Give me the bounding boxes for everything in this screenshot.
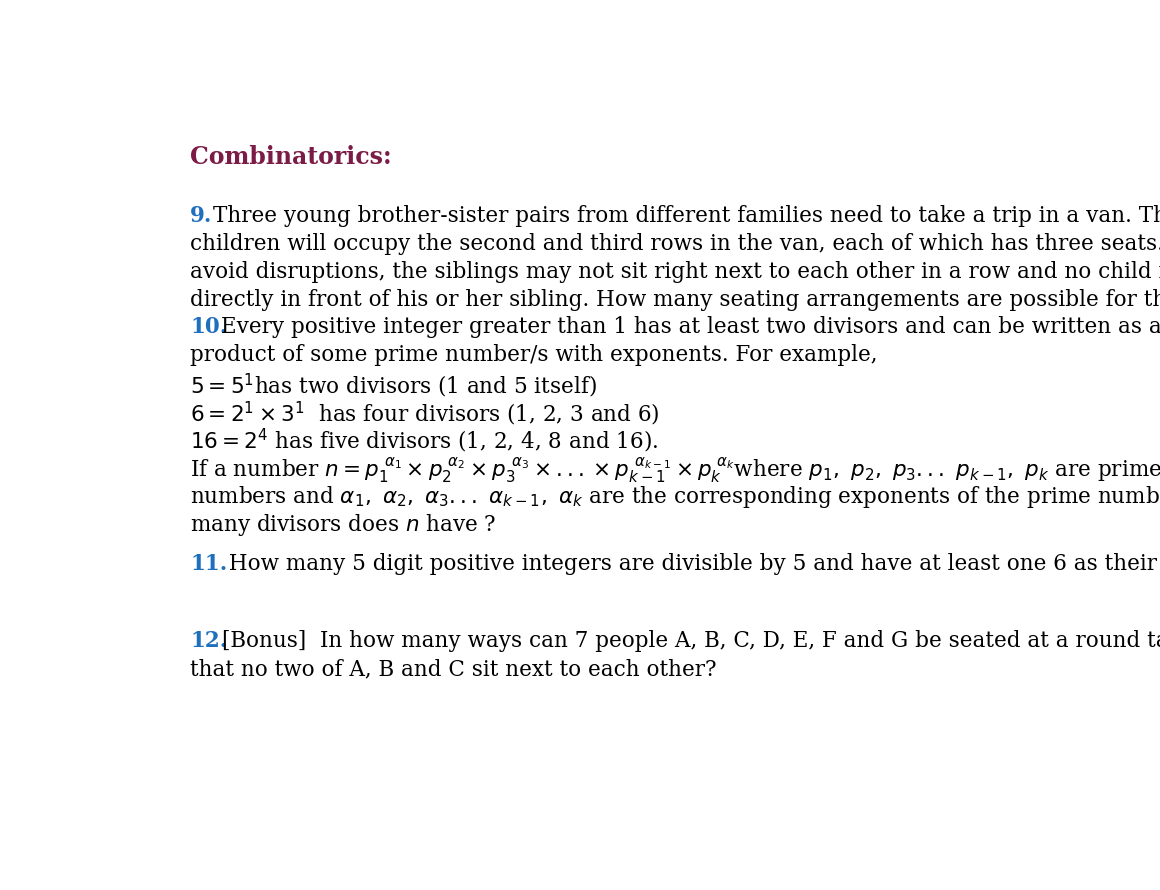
Text: product of some prime number/s with exponents. For example,: product of some prime number/s with expo… bbox=[190, 344, 877, 366]
Text: children will occupy the second and third rows in the van, each of which has thr: children will occupy the second and thir… bbox=[190, 233, 1160, 255]
Text: directly in front of his or her sibling. How many seating arrangements are possi: directly in front of his or her sibling.… bbox=[190, 288, 1160, 311]
Text: Three young brother-sister pairs from different families need to take a trip in : Three young brother-sister pairs from di… bbox=[213, 206, 1160, 227]
Text: Combinatorics:: Combinatorics: bbox=[190, 145, 392, 169]
Text: avoid disruptions, the siblings may not sit right next to each other in a row an: avoid disruptions, the siblings may not … bbox=[190, 261, 1160, 283]
Text: that no two of A, B and C sit next to each other?: that no two of A, B and C sit next to ea… bbox=[190, 658, 717, 680]
Text: If a number $n = p_1^{\ \alpha_1} \times p_2^{\ \alpha_2} \times p_3^{\ \alpha_3: If a number $n = p_1^{\ \alpha_1} \times… bbox=[190, 457, 1160, 487]
Text: 12.: 12. bbox=[190, 630, 227, 652]
Text: numbers and $\alpha_1,$ $\alpha_2,$ $\alpha_3 ...$ $\alpha_{k-1},$ $\alpha_k$ ar: numbers and $\alpha_1,$ $\alpha_2,$ $\al… bbox=[190, 484, 1160, 510]
Text: $5 = 5^1$has two divisors (1 and 5 itself): $5 = 5^1$has two divisors (1 and 5 itsel… bbox=[190, 372, 596, 400]
Text: Every positive integer greater than 1 has at least two divisors and can be writt: Every positive integer greater than 1 ha… bbox=[220, 316, 1160, 338]
Text: $16 = 2^4$ has five divisors (1, 2, 4, 8 and 16).: $16 = 2^4$ has five divisors (1, 2, 4, 8… bbox=[190, 427, 658, 456]
Text: many divisors does $n$ have ?: many divisors does $n$ have ? bbox=[190, 512, 496, 538]
Text: 10.: 10. bbox=[190, 316, 227, 338]
Text: [Bonus]  In how many ways can 7 people A, B, C, D, E, F and G be seated at a rou: [Bonus] In how many ways can 7 people A,… bbox=[223, 630, 1160, 652]
Text: $6 = 2^1 \times 3^1$  has four divisors (1, 2, 3 and 6): $6 = 2^1 \times 3^1$ has four divisors (… bbox=[190, 400, 660, 427]
Text: 11.: 11. bbox=[190, 554, 227, 576]
Text: How many 5 digit positive integers are divisible by 5 and have at least one 6 as: How many 5 digit positive integers are d… bbox=[223, 554, 1160, 576]
Text: 9.: 9. bbox=[190, 206, 212, 227]
